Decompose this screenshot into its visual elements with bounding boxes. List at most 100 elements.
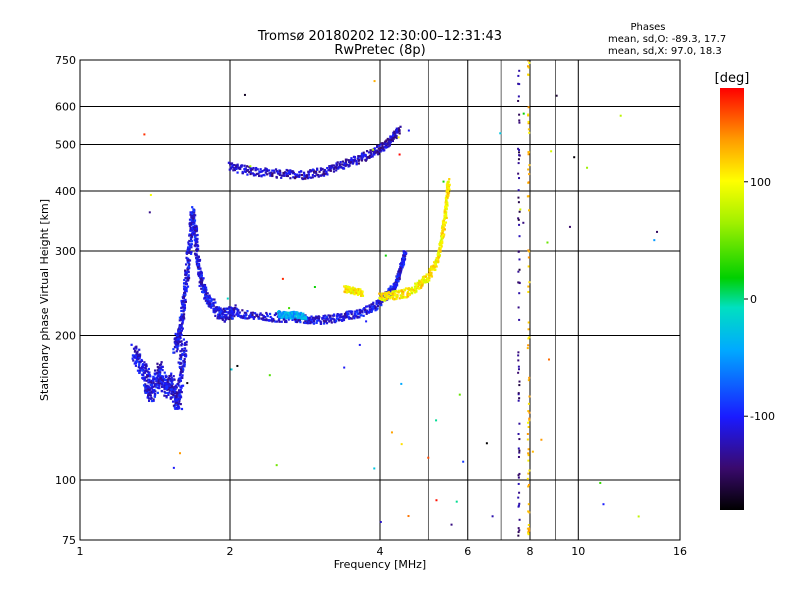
- data-point: [444, 216, 447, 219]
- data-point: [158, 378, 162, 382]
- data-point: [206, 292, 209, 295]
- data-point: [161, 376, 165, 379]
- data-point: [255, 166, 258, 170]
- data-point: [372, 301, 375, 304]
- data-point: [342, 167, 346, 170]
- data-point: [368, 308, 371, 311]
- data-point: [444, 201, 447, 204]
- data-point: [170, 379, 173, 382]
- data-point: [351, 158, 354, 162]
- data-point: [332, 164, 335, 167]
- data-point: [186, 251, 189, 254]
- data-point: [219, 312, 223, 315]
- data-point: [208, 294, 211, 297]
- data-point: [233, 168, 237, 172]
- data-point: [180, 306, 183, 310]
- data-point: [518, 472, 521, 475]
- data-point: [319, 321, 322, 324]
- data-point: [192, 208, 195, 211]
- data-point: [313, 286, 316, 289]
- data-point: [441, 225, 444, 228]
- data-point: [280, 176, 283, 179]
- data-point: [191, 215, 195, 218]
- data-point: [136, 350, 139, 353]
- data-point: [518, 397, 521, 400]
- data-point: [395, 283, 399, 286]
- data-point: [273, 313, 276, 317]
- data-point: [373, 147, 376, 150]
- data-point: [184, 342, 187, 345]
- data-point: [361, 292, 364, 296]
- data-point: [271, 318, 274, 322]
- data-point: [187, 270, 190, 274]
- data-point: [150, 379, 153, 382]
- data-point: [296, 312, 299, 315]
- data-point: [182, 316, 185, 319]
- data-point: [315, 172, 318, 175]
- data-point: [235, 166, 238, 169]
- data-point: [518, 422, 521, 425]
- data-point: [402, 290, 405, 293]
- data-point: [392, 293, 396, 297]
- data-point: [187, 241, 190, 244]
- data-point: [656, 230, 659, 233]
- data-point: [341, 163, 344, 166]
- data-point: [329, 319, 333, 322]
- data-point: [419, 282, 422, 285]
- data-point: [403, 296, 407, 299]
- data-point: [343, 312, 347, 316]
- data-point: [528, 173, 531, 176]
- data-point: [180, 369, 183, 372]
- data-point: [145, 369, 148, 373]
- data-point: [356, 292, 359, 295]
- data-point: [418, 287, 421, 290]
- data-point: [402, 263, 406, 266]
- data-point: [134, 362, 137, 365]
- data-point: [415, 288, 418, 291]
- data-point: [292, 176, 295, 179]
- data-point: [232, 307, 235, 311]
- data-point: [181, 301, 185, 305]
- data-point: [257, 317, 260, 320]
- data-point: [291, 170, 294, 173]
- data-point: [284, 319, 288, 322]
- data-point: [187, 277, 190, 280]
- data-point: [183, 351, 186, 354]
- data-point: [354, 310, 357, 313]
- data-point: [189, 252, 193, 255]
- data-point: [291, 172, 294, 175]
- data-point: [273, 171, 276, 174]
- data-point: [179, 396, 183, 399]
- data-point: [442, 235, 445, 238]
- colorbar-tick-label: 0: [750, 293, 757, 306]
- data-point: [392, 131, 395, 134]
- data-point: [195, 260, 198, 263]
- data-point: [165, 395, 168, 398]
- data-point: [518, 83, 521, 86]
- data-point: [393, 287, 397, 290]
- data-point: [252, 174, 256, 177]
- data-point: [398, 269, 402, 272]
- data-point: [138, 362, 141, 365]
- data-point: [155, 380, 158, 383]
- data-point: [327, 168, 330, 172]
- data-point: [241, 315, 244, 318]
- data-point: [136, 369, 140, 372]
- data-point: [386, 145, 389, 149]
- data-point: [336, 161, 339, 164]
- data-point: [376, 307, 379, 310]
- data-point: [402, 293, 405, 296]
- data-point: [361, 310, 364, 313]
- data-point: [455, 500, 458, 503]
- data-point: [249, 169, 252, 172]
- data-point: [527, 120, 530, 123]
- data-point: [186, 260, 189, 264]
- data-point: [277, 314, 280, 317]
- data-point: [280, 320, 283, 323]
- data-point: [359, 310, 362, 313]
- data-point: [188, 233, 191, 236]
- data-point: [332, 167, 335, 171]
- data-point: [227, 161, 230, 164]
- data-point: [382, 296, 385, 299]
- data-point: [528, 131, 531, 134]
